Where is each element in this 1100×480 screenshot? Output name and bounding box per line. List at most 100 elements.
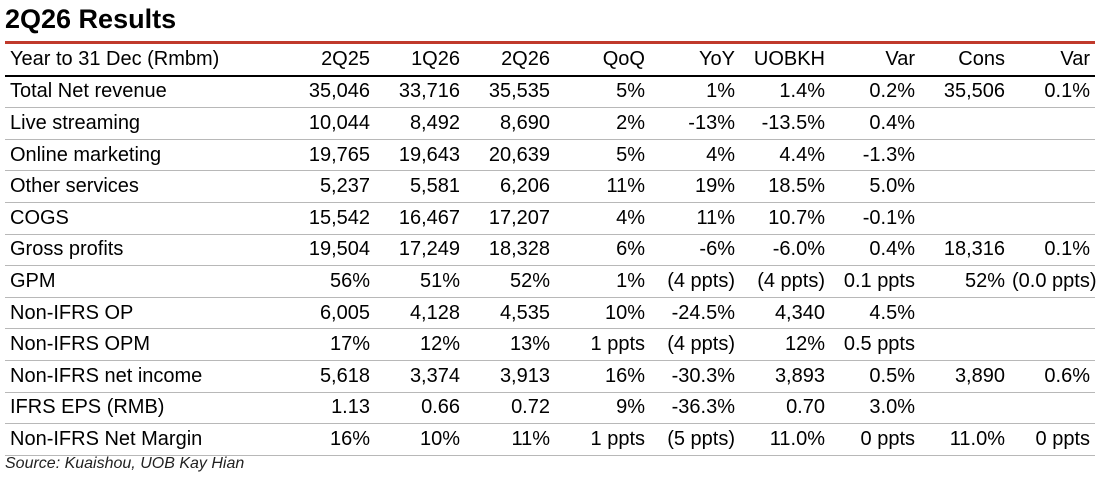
results-table: Year to 31 Dec (Rmbm) 2Q25 1Q26 2Q26 QoQ… [5, 44, 1096, 456]
table-cell [920, 170, 1010, 203]
table-cell: 0.1% [1010, 75, 1095, 109]
row-label: Non-IFRS net income [5, 360, 280, 393]
table-cell: -30.3% [650, 360, 740, 393]
table-row: GPM 56% 51% 52% 1% (4 ppts) (4 ppts) 0.1 ppts 52… [5, 265, 1096, 298]
table-cell: (4 ppts) [650, 328, 740, 361]
table-cell [1010, 392, 1095, 425]
table-cell: 17% [280, 328, 375, 361]
table-row: Gross profits 19,504 17,249 18,328 6% -6% -6.0… [5, 234, 1095, 267]
column-header-var-uobkh: Var [830, 44, 920, 77]
table-cell: 10,044 [280, 107, 375, 140]
table-cell: 0.6% [1010, 360, 1095, 393]
table-cell [920, 107, 1010, 140]
table-cell: 0 ppts [1010, 423, 1095, 456]
table-cell: 5% [555, 75, 650, 109]
table-cell: 5% [555, 139, 650, 172]
table-cell: 0.4% [830, 107, 920, 140]
table-cell: 6,005 [280, 297, 375, 330]
row-label: Online marketing [5, 139, 280, 172]
table-cell: 10% [375, 423, 465, 456]
column-header-uobkh: UOBKH [740, 44, 830, 77]
table-cell [920, 297, 1010, 330]
table-cell: 0.1 ppts [830, 265, 920, 298]
table-cell: 11% [650, 202, 740, 235]
table-cell: 4.5% [830, 297, 920, 330]
table-cell: (4 ppts) [650, 265, 740, 298]
table-cell: 4,340 [740, 297, 830, 330]
table-row: Non-IFRS Net Margin 16% 10% 11% 1 ppts (5 ppt… [5, 423, 1095, 456]
table-cell: 17,207 [465, 202, 555, 235]
table-cell: -13% [650, 107, 740, 140]
table-cell: 0.1% [1010, 234, 1095, 267]
table-cell: (5 ppts) [650, 423, 740, 456]
column-header-qoq: QoQ [555, 44, 650, 77]
table-cell: -36.3% [650, 392, 740, 425]
table-row: Live streaming 10,044 8,492 8,690 2% -13% -13.… [5, 107, 1095, 140]
table-cell: 33,716 [375, 75, 465, 109]
table-cell: 5,618 [280, 360, 375, 393]
table-cell: 5,237 [280, 170, 375, 203]
table-cell: 1.4% [740, 75, 830, 109]
table-cell [920, 139, 1010, 172]
table-cell: 19,504 [280, 234, 375, 267]
table-cell: 19% [650, 170, 740, 203]
table-row: COGS 15,542 16,467 17,207 4% 11% 10.7% -0.1% [5, 202, 1095, 235]
table-cell: 51% [375, 265, 465, 298]
table-cell: 16% [280, 423, 375, 456]
table-cell: 56% [280, 265, 375, 298]
table-cell: 35,046 [280, 75, 375, 109]
table-row: Total Net revenue 35,046 33,716 35,535 5% 1% 1… [5, 75, 1095, 109]
row-label: IFRS EPS (RMB) [5, 392, 280, 425]
table-row: Non-IFRS OP 6,005 4,128 4,535 10% -24.5% 4,340… [5, 297, 1095, 330]
table-cell: 6% [555, 234, 650, 267]
table-cell: 35,535 [465, 75, 555, 109]
table-cell: 1% [555, 265, 650, 298]
table-cell: 11% [555, 170, 650, 203]
table-header-row: Year to 31 Dec (Rmbm) 2Q25 1Q26 2Q26 QoQ… [5, 44, 1095, 77]
column-header-var-cons: Var [1010, 44, 1095, 77]
table-cell: -13.5% [740, 107, 830, 140]
row-label: Gross profits [5, 234, 280, 267]
table-cell: 16% [555, 360, 650, 393]
table-cell: 19,765 [280, 139, 375, 172]
table-cell: 52% [920, 265, 1010, 298]
table-cell: 3,893 [740, 360, 830, 393]
table-cell: 18,316 [920, 234, 1010, 267]
table-cell: (0.0 ppts) [1010, 265, 1096, 298]
table-cell: -1.3% [830, 139, 920, 172]
table-cell: 3,374 [375, 360, 465, 393]
table-cell: 17,249 [375, 234, 465, 267]
column-header-period: Year to 31 Dec (Rmbm) [5, 44, 280, 77]
table-cell: 10% [555, 297, 650, 330]
table-cell: 4,128 [375, 297, 465, 330]
column-header-yoy: YoY [650, 44, 740, 77]
row-label: COGS [5, 202, 280, 235]
table-cell: 3,913 [465, 360, 555, 393]
results-table-container: Year to 31 Dec (Rmbm) 2Q25 1Q26 2Q26 QoQ… [5, 41, 1096, 456]
row-label: Non-IFRS OPM [5, 328, 280, 361]
table-cell: 8,492 [375, 107, 465, 140]
row-label: GPM [5, 265, 280, 298]
table-cell: 10.7% [740, 202, 830, 235]
table-cell: 20,639 [465, 139, 555, 172]
table-cell: -6% [650, 234, 740, 267]
table-cell: 3.0% [830, 392, 920, 425]
table-cell: 52% [465, 265, 555, 298]
table-cell: 12% [375, 328, 465, 361]
table-cell: 11% [465, 423, 555, 456]
column-header-2q25: 2Q25 [280, 44, 375, 77]
table-cell: 0.66 [375, 392, 465, 425]
row-label: Live streaming [5, 107, 280, 140]
table-cell: 13% [465, 328, 555, 361]
table-row: IFRS EPS (RMB) 1.13 0.66 0.72 9% -36.3% 0.70 3.… [5, 392, 1095, 425]
table-cell: 5,581 [375, 170, 465, 203]
table-cell: 4% [650, 139, 740, 172]
table-cell [1010, 297, 1095, 330]
table-cell: 0.2% [830, 75, 920, 109]
table-row: Non-IFRS OPM 17% 12% 13% 1 ppts (4 ppts) 12% 0.… [5, 328, 1095, 361]
table-cell [920, 202, 1010, 235]
table-cell: 16,467 [375, 202, 465, 235]
table-cell: 19,643 [375, 139, 465, 172]
table-cell: 12% [740, 328, 830, 361]
table-cell: -24.5% [650, 297, 740, 330]
